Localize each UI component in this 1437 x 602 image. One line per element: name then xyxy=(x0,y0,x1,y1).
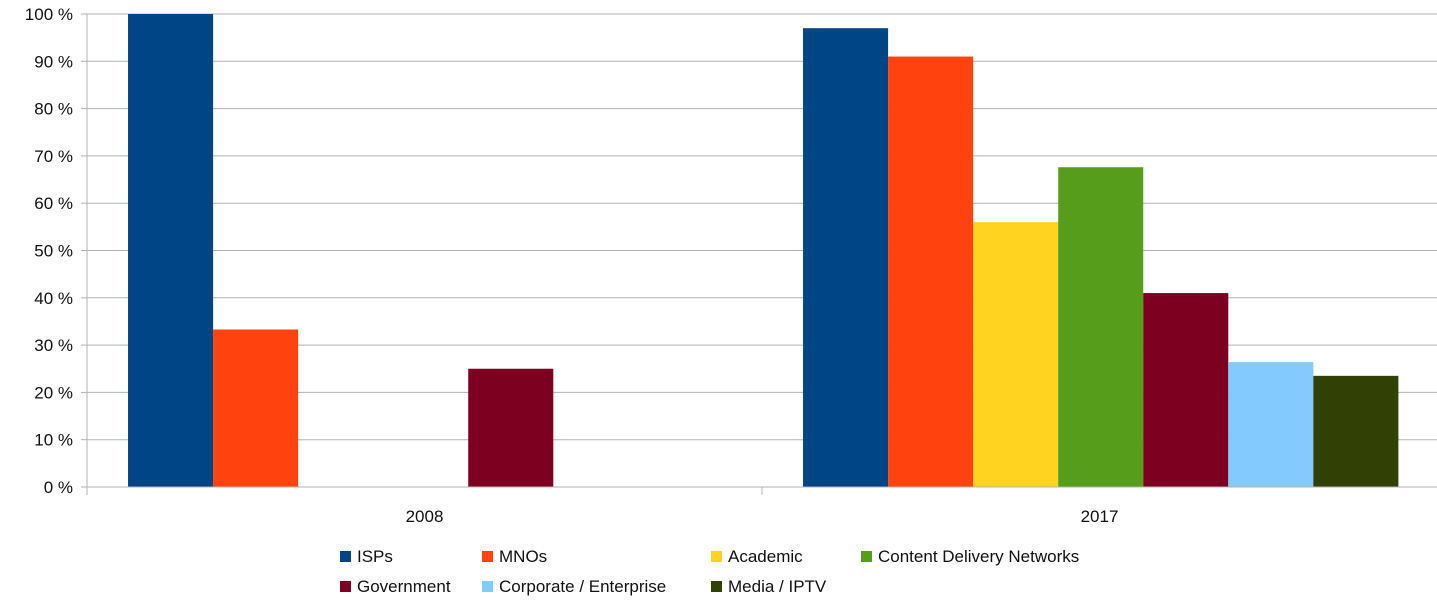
bar-isps-2017 xyxy=(803,28,889,487)
x-tick-label: 2008 xyxy=(406,507,444,526)
bar-isps-2008 xyxy=(128,14,214,487)
bar-content-delivery-networks-2017 xyxy=(1058,167,1144,487)
x-tick-label: 2017 xyxy=(1081,507,1119,526)
legend-label: Media / IPTV xyxy=(728,577,827,596)
legend-swatch xyxy=(861,551,872,562)
legend-item: Media / IPTV xyxy=(711,577,827,596)
bar-mnos-2008 xyxy=(213,329,299,487)
y-tick-label: 80 % xyxy=(34,100,73,119)
legend-swatch xyxy=(340,581,351,592)
y-tick-label: 60 % xyxy=(34,194,73,213)
y-tick-label: 90 % xyxy=(34,52,73,71)
y-tick-label: 30 % xyxy=(34,336,73,355)
legend-swatch xyxy=(340,551,351,562)
y-tick-label: 70 % xyxy=(34,147,73,166)
legend-swatch xyxy=(482,581,493,592)
bar-government-2008 xyxy=(468,368,554,487)
bar-academic-2017 xyxy=(973,222,1059,487)
y-tick-label: 40 % xyxy=(34,289,73,308)
y-tick-label: 50 % xyxy=(34,242,73,261)
legend-swatch xyxy=(711,581,722,592)
legend-label: Content Delivery Networks xyxy=(878,547,1079,566)
bar-media-iptv-2017 xyxy=(1313,375,1399,487)
legend: ISPs MNOs Academic Content Delivery Network… xyxy=(340,547,1079,596)
legend-item: ISPs xyxy=(340,547,393,566)
legend-item: Content Delivery Networks xyxy=(861,547,1079,566)
legend-swatch xyxy=(711,551,722,562)
legend-item: Academic xyxy=(711,547,803,566)
legend-label: MNOs xyxy=(499,547,547,566)
y-tick-label: 0 % xyxy=(44,478,73,497)
legend-label: Corporate / Enterprise xyxy=(499,577,666,596)
bar-corporate-enterprise-2017 xyxy=(1228,362,1314,487)
bar-mnos-2017 xyxy=(888,56,974,487)
legend-label: Academic xyxy=(728,547,803,566)
bar-government-2017 xyxy=(1143,293,1229,487)
legend-item: Corporate / Enterprise xyxy=(482,577,666,596)
legend-label: Government xyxy=(357,577,451,596)
y-tick-label: 100 % xyxy=(25,5,73,24)
legend-label: ISPs xyxy=(357,547,393,566)
axes: 0 % 10 % 20 % 30 % 40 % 50 % 60 % 70 % 80 % 90 % 1… xyxy=(25,5,1437,526)
legend-swatch xyxy=(482,551,493,562)
y-tick-label: 20 % xyxy=(34,383,73,402)
legend-item: MNOs xyxy=(482,547,547,566)
y-tick-label: 10 % xyxy=(34,431,73,450)
gridlines xyxy=(87,13,1437,488)
legend-item: Government xyxy=(340,577,451,596)
bars xyxy=(128,14,1399,487)
